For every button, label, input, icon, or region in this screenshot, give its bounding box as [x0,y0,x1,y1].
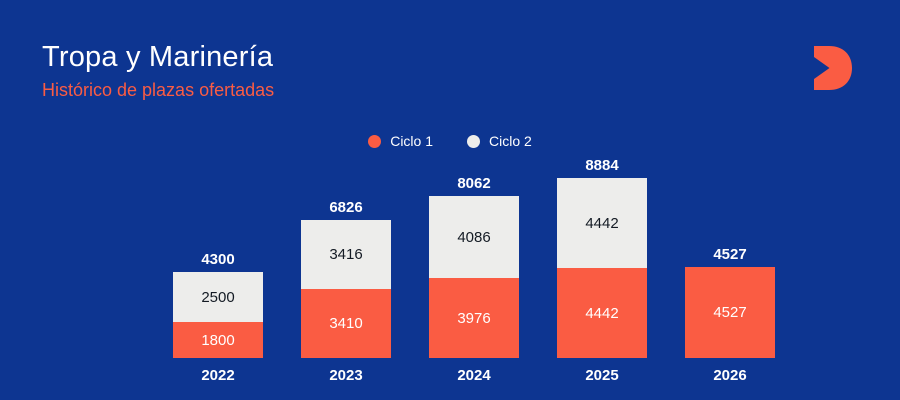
segment-ciclo1-2023: 3410 [301,289,391,358]
page-subtitle: Histórico de plazas ofertadas [42,80,275,100]
total-label-2024: 8062 [457,175,491,192]
segment-ciclo1-2024: 3976 [429,278,519,358]
segment-ciclo1-2026: 4527 [685,267,775,358]
legend-label: Ciclo 2 [489,133,532,149]
bar-column-2023: 6826 3416 3410 2023 [301,150,391,384]
total-label-2022: 4300 [201,251,235,268]
total-label-2025: 8884 [585,157,619,174]
chart-legend: Ciclo 1 Ciclo 2 [0,133,900,149]
segment-ciclo2-2022: 2500 [173,272,263,322]
legend-dot-icon [467,134,480,148]
page-title: Tropa y Marinería [42,41,274,73]
legend-item-ciclo-1: Ciclo 1 [368,133,433,149]
segment-ciclo1-2022: 1800 [173,322,263,358]
segment-ciclo1-2025: 4442 [557,268,647,358]
year-label-2026: 2026 [713,367,747,384]
year-label-2024: 2024 [457,367,491,384]
total-label-2026: 4527 [713,246,747,263]
segment-ciclo2-2024: 4086 [429,196,519,278]
segment-ciclo2-2025: 4442 [557,178,647,268]
legend-dot-icon [368,134,382,148]
defensa-d-logo-icon [814,46,852,90]
bar-column-2026: 4527 4527 2026 [685,150,775,384]
segment-ciclo2-2023: 3416 [301,220,391,289]
legend-label: Ciclo 1 [390,133,433,149]
bar-column-2025: 8884 4442 4442 2025 [557,150,647,384]
legend-item-ciclo-2: Ciclo 2 [467,133,532,149]
year-label-2022: 2022 [201,367,235,384]
year-label-2023: 2023 [329,367,363,384]
stacked-bar-chart: 4300 2500 1800 2022 6826 3416 3410 2023 8062 4086… [173,150,775,384]
total-label-2023: 6826 [329,199,363,216]
bar-column-2022: 4300 2500 1800 2022 [173,150,263,384]
year-label-2025: 2025 [585,367,619,384]
bar-column-2024: 8062 4086 3976 2024 [429,150,519,384]
